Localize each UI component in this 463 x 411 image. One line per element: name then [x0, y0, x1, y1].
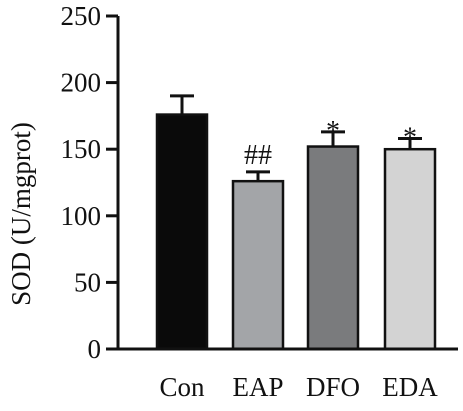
significance-dfo: *	[326, 116, 340, 147]
bars	[155, 113, 437, 351]
y-axis-title: SOD (U/mgprot)	[6, 122, 36, 306]
significance-eda: *	[403, 123, 417, 154]
bar-eap	[231, 179, 285, 351]
bar-con	[155, 113, 209, 351]
x-tick-label-eap: EAP	[232, 372, 283, 402]
error-bars	[170, 94, 422, 182]
axes	[116, 16, 458, 351]
y-tick-label: 150	[61, 134, 102, 164]
x-tick-label-dfo: DFO	[306, 372, 360, 402]
y-tick-label: 0	[88, 334, 102, 364]
y-axis-ticks: 0 50 100 150 200 250	[61, 1, 118, 364]
bar-dfo	[306, 145, 360, 351]
bar-eda	[383, 147, 437, 351]
y-tick-label: 100	[61, 201, 102, 231]
y-tick-label: 200	[61, 68, 102, 98]
y-tick-label: 50	[74, 267, 101, 297]
x-tick-label-eda: EDA	[382, 372, 438, 402]
x-tick-label-con: Con	[159, 372, 205, 402]
labels: Con EAP ## DFO * EDA *	[159, 116, 438, 402]
y-tick-label: 250	[61, 1, 102, 31]
significance-eap: ##	[244, 140, 272, 171]
